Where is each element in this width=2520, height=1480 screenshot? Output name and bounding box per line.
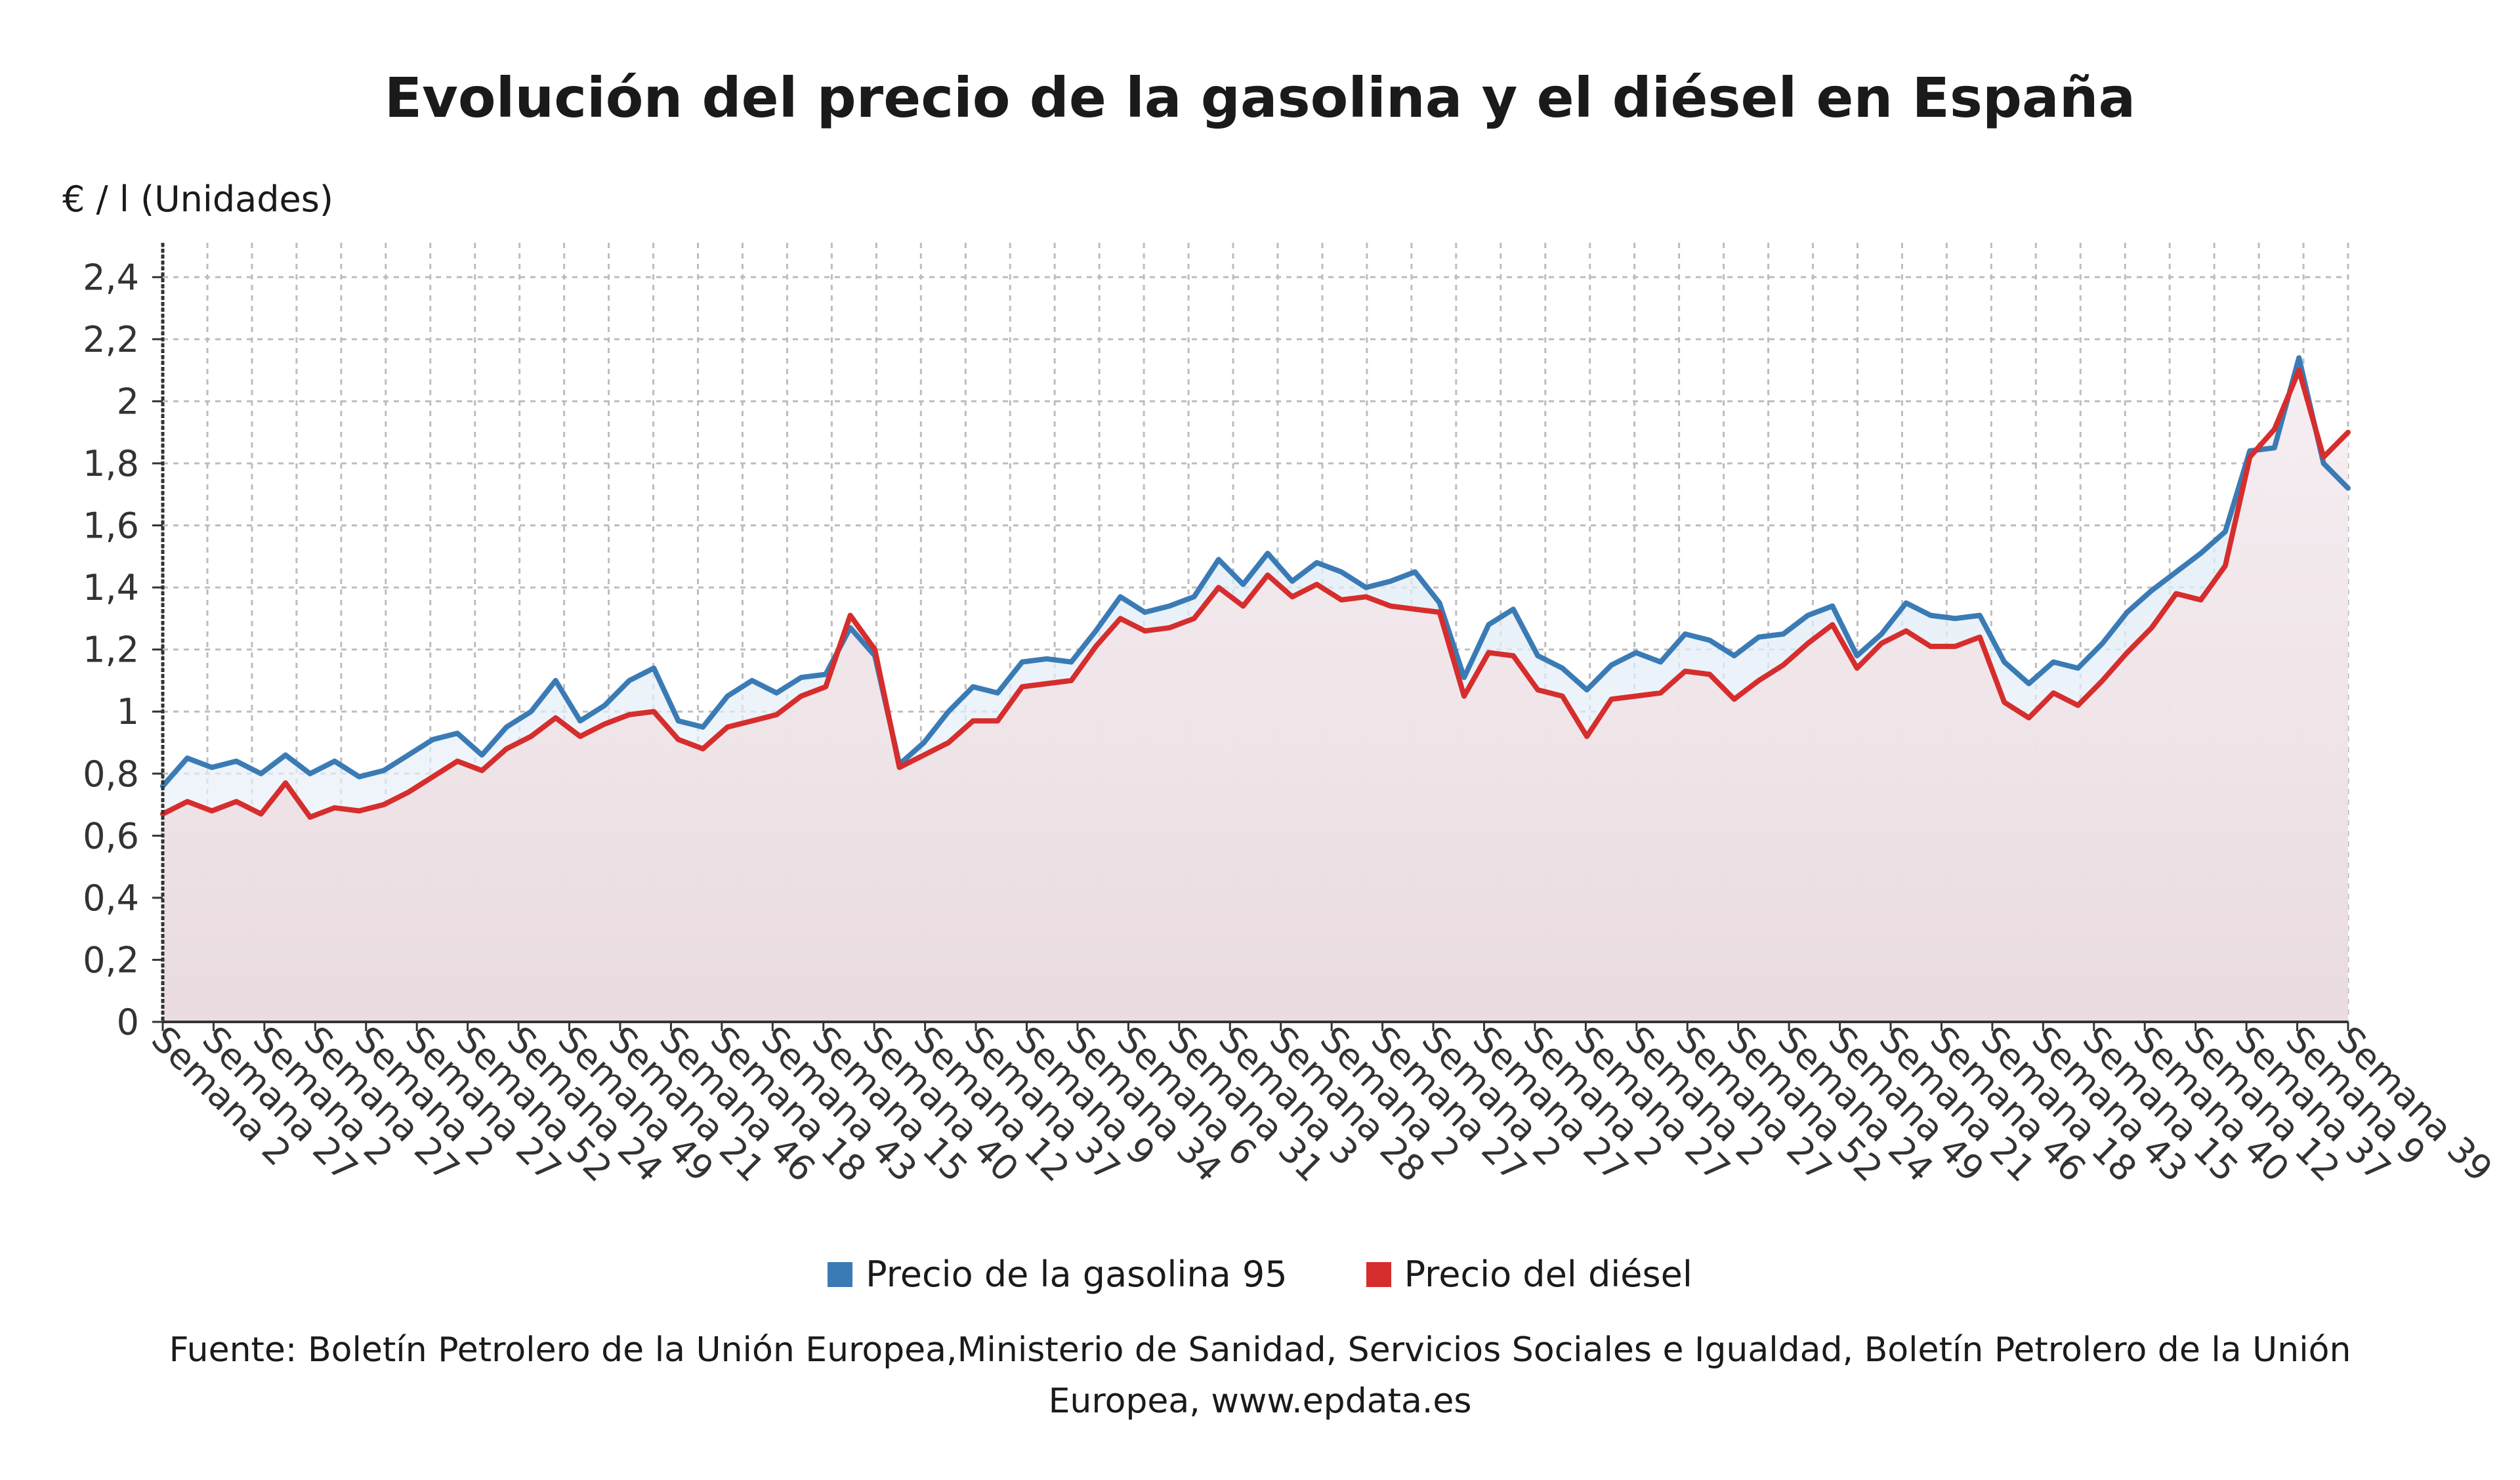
series-lines	[160, 355, 2351, 820]
axes	[152, 243, 2349, 1031]
y-tick-label: 2,4	[83, 257, 139, 298]
y-axis-unit-label: € / l (Unidades)	[62, 179, 333, 220]
series-line-1	[160, 368, 2351, 820]
y-tick-label: 2,2	[83, 319, 139, 360]
y-tick-label: 1,8	[83, 443, 139, 484]
y-tick-label: 1	[117, 691, 139, 732]
series-line-0	[160, 355, 2351, 789]
series-areas	[163, 358, 2348, 1022]
y-tick-label: 0	[117, 1002, 139, 1043]
legend-swatch-diesel	[1366, 1261, 1391, 1287]
y-tick-label: 1,6	[83, 505, 139, 547]
legend-item-gasolina[interactable]: Precio de la gasolina 95	[828, 1254, 1288, 1295]
legend-item-diesel[interactable]: Precio del diésel	[1366, 1254, 1692, 1295]
legend: Precio de la gasolina 95 Precio del diés…	[0, 1254, 2520, 1295]
y-tick-label: 0,6	[83, 815, 139, 856]
y-tick-label: 2	[117, 381, 139, 422]
y-tick-label: 1,4	[83, 567, 139, 608]
series-area-1	[163, 370, 2348, 1022]
source-note: Fuente: Boletín Petrolero de la Unión Eu…	[169, 1330, 2351, 1421]
legend-swatch-gasolina	[828, 1261, 853, 1287]
y-tick-labels: 0 0,2 0,4 0,6 0,8 1 1,2 1,4 1,6 1,8 2 2,2 2,4	[83, 257, 139, 1043]
y-tick-label: 0,4	[83, 877, 139, 919]
legend-label-gasolina: Precio de la gasolina 95	[866, 1254, 1288, 1295]
chart-title: Evolución del precio de la gasolina y el…	[384, 66, 2136, 130]
line-chart: 0 0,2 0,4 0,6 0,8 1 1,2 1,4 1,6 1,8 2 2,2 2,4 Semana…	[83, 243, 2500, 1190]
legend-label-diesel: Precio del diésel	[1404, 1254, 1692, 1295]
y-tick-label: 0,2	[83, 939, 139, 981]
y-tick-label: 0,8	[83, 753, 139, 795]
y-tick-label: 1,2	[83, 629, 139, 671]
